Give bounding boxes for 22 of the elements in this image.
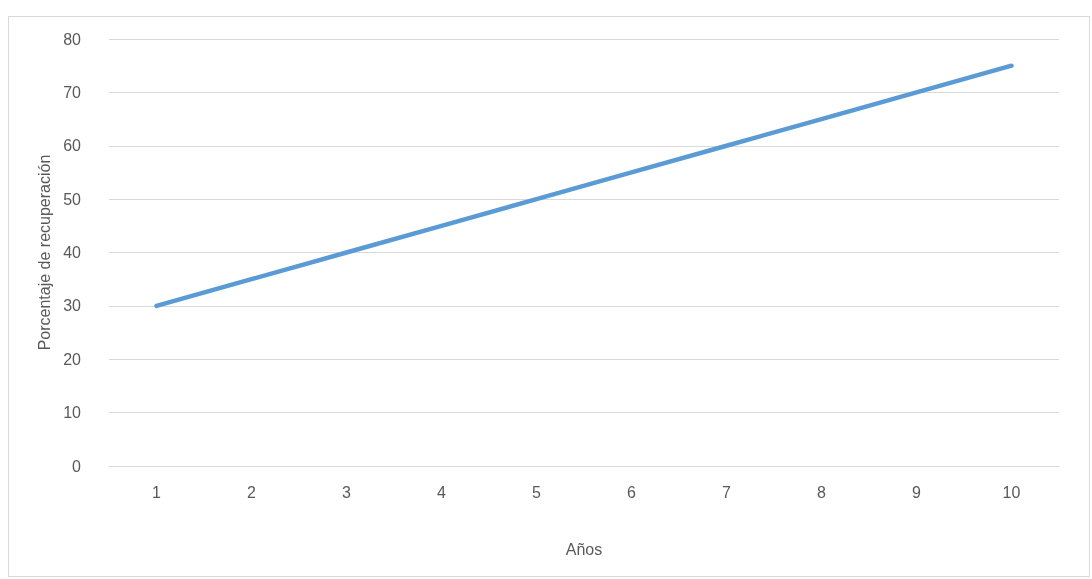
y-tick-label: 0 — [72, 457, 82, 475]
x-tick-label: 7 — [722, 483, 732, 501]
y-tick-label: 70 — [63, 83, 82, 101]
y-tick-label: 40 — [63, 244, 82, 261]
x-tick-label: 6 — [627, 483, 637, 501]
x-tick-label: 9 — [912, 483, 922, 501]
x-tick-label: 5 — [532, 483, 542, 501]
x-tick-label: 2 — [247, 483, 257, 501]
y-tick-label: 30 — [63, 297, 82, 315]
x-tick-label: 1 — [152, 483, 162, 501]
x-tick-label: 10 — [1002, 483, 1021, 501]
y-tick-label: 10 — [63, 404, 82, 422]
x-tick-label: 4 — [437, 483, 447, 501]
line-series — [154, 63, 1014, 309]
y-tick-label: 60 — [63, 137, 82, 155]
x-tick-label: 3 — [342, 483, 352, 501]
y-tick-label: 80 — [63, 30, 82, 48]
y-tick-label: 50 — [63, 190, 82, 208]
y-tick-label: 20 — [63, 350, 82, 368]
x-axis-title: Años — [565, 540, 603, 558]
y-axis-title: Porcentaje de recuperación — [35, 154, 53, 351]
x-tick-label: 8 — [817, 483, 827, 501]
